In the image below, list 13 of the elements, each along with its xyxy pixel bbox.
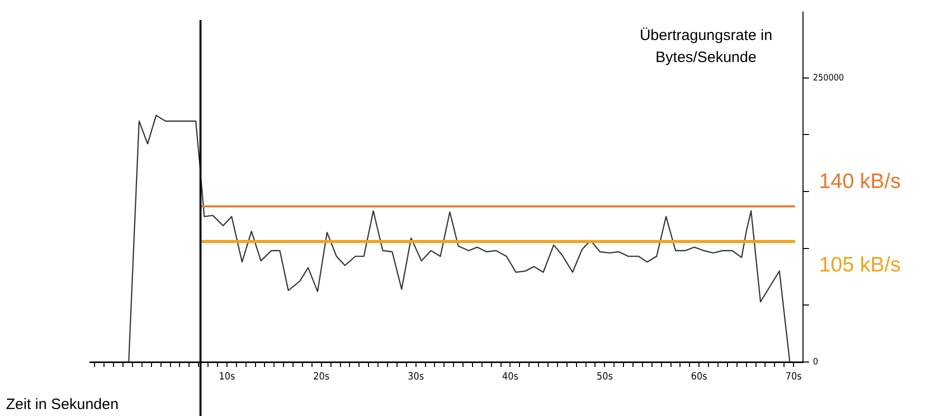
x-tick-label: 40s (502, 372, 519, 383)
x-axis-title: Zeit in Sekunden (6, 396, 119, 413)
ref-line-label: 140 kB/s (819, 170, 901, 194)
y-tick-label: 250000 (813, 73, 844, 84)
x-tick-label: 50s (596, 372, 614, 383)
x-tick-label: 60s (691, 372, 708, 383)
x-tick-label: 30s (408, 372, 424, 383)
ref-line-label: 105 kB/s (819, 253, 901, 276)
x-tick-label: 10s (218, 372, 236, 383)
x-tick-label: 20s (313, 372, 330, 383)
y-tick-label: 0 (813, 357, 818, 368)
y-axis-title: Übertragungsrate in Bytes/Sekunde (640, 27, 772, 66)
x-tick-label: 70s (785, 372, 802, 383)
